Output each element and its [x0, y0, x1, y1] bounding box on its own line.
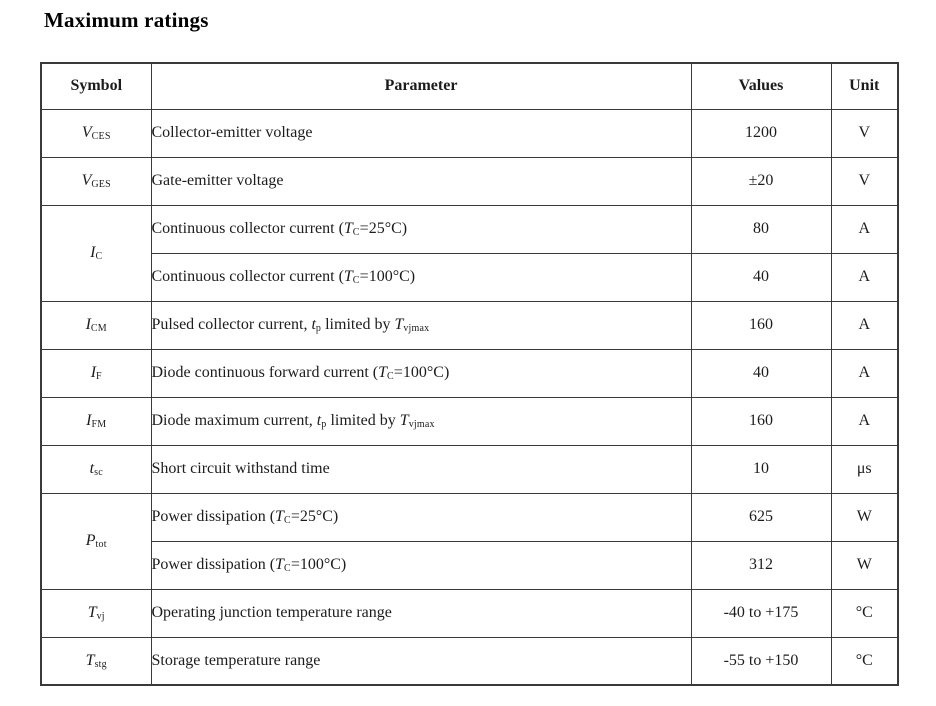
value-cell: 312 [690, 540, 832, 590]
parameter-cell: Diode continuous forward current (TC=100… [150, 348, 692, 398]
unit-cell: V [830, 108, 899, 158]
unit-cell: °C [830, 588, 899, 638]
header-row: Symbol Parameter Values Unit [40, 62, 899, 110]
table-row: Power dissipation (TC=100°C) 312 W [41, 540, 899, 590]
symbol-cell: ICM [40, 300, 152, 350]
unit-cell: A [830, 204, 899, 254]
symbol-cell: VCES [40, 108, 152, 158]
value-cell: ±20 [690, 156, 832, 206]
parameter-cell: Operating junction temperature range [150, 588, 692, 638]
table-row: IF Diode continuous forward current (TC=… [40, 348, 899, 398]
unit-cell: V [830, 156, 899, 206]
table-row: Tstg Storage temperature range -55 to +1… [40, 636, 899, 686]
table-row: ICM Pulsed collector current, tp limited… [40, 300, 899, 350]
symbol-cell: VGES [40, 156, 152, 206]
table-row: IFM Diode maximum current, tp limited by… [40, 396, 899, 446]
unit-cell: W [830, 540, 899, 590]
parameter-cell: Power dissipation (TC=25°C) [150, 492, 692, 542]
symbol-cell: IC [40, 204, 152, 302]
page-title: Maximum ratings [44, 8, 209, 32]
value-cell: 1200 [690, 108, 832, 158]
unit-cell: A [830, 300, 899, 350]
table-row: VCES Collector-emitter voltage 1200 V [40, 108, 899, 158]
table-row: VGES Gate-emitter voltage ±20 V [40, 156, 899, 206]
parameter-cell: Continuous collector current (TC=100°C) [150, 252, 692, 302]
symbol-cell: tsc [40, 444, 152, 494]
unit-cell: μs [830, 444, 899, 494]
table-row: Tvj Operating junction temperature range… [40, 588, 899, 638]
col-header-parameter: Parameter [150, 62, 692, 110]
unit-cell: °C [830, 636, 899, 686]
table-row: Ptot Power dissipation (TC=25°C) 625 W [40, 492, 899, 590]
unit-cell: A [830, 348, 899, 398]
symbol-cell: IF [40, 348, 152, 398]
value-cell: 40 [690, 348, 832, 398]
value-cell: 625 [690, 492, 832, 542]
table-row: tsc Short circuit withstand time 10 μs [40, 444, 899, 494]
unit-cell: W [830, 492, 899, 542]
value-cell: 10 [690, 444, 832, 494]
table-row: Continuous collector current (TC=100°C) … [41, 252, 899, 302]
table-row: IC Continuous collector current (TC=25°C… [40, 204, 899, 302]
value-cell: 40 [690, 252, 832, 302]
value-cell: -40 to +175 [690, 588, 832, 638]
symbol-cell: Ptot [40, 492, 152, 590]
col-header-unit: Unit [830, 62, 899, 110]
value-cell: 80 [690, 204, 832, 254]
parameter-cell: Gate-emitter voltage [150, 156, 692, 206]
parameter-cell: Power dissipation (TC=100°C) [150, 540, 692, 590]
parameter-cell: Pulsed collector current, tp limited by … [150, 300, 692, 350]
value-cell: 160 [690, 300, 832, 350]
col-header-symbol: Symbol [40, 62, 152, 110]
value-cell: 160 [690, 396, 832, 446]
symbol-cell: Tstg [40, 636, 152, 686]
unit-cell: A [830, 252, 899, 302]
parameter-cell: Collector-emitter voltage [150, 108, 692, 158]
symbol-cell: Tvj [40, 588, 152, 638]
col-header-values: Values [690, 62, 832, 110]
max-ratings-table: Symbol Parameter Values Unit VCES Collec… [40, 62, 899, 686]
symbol-cell: IFM [40, 396, 152, 446]
parameter-cell: Short circuit withstand time [150, 444, 692, 494]
unit-cell: A [830, 396, 899, 446]
parameter-cell: Diode maximum current, tp limited by Tvj… [150, 396, 692, 446]
value-cell: -55 to +150 [690, 636, 832, 686]
parameter-cell: Storage temperature range [150, 636, 692, 686]
parameter-cell: Continuous collector current (TC=25°C) [150, 204, 692, 254]
